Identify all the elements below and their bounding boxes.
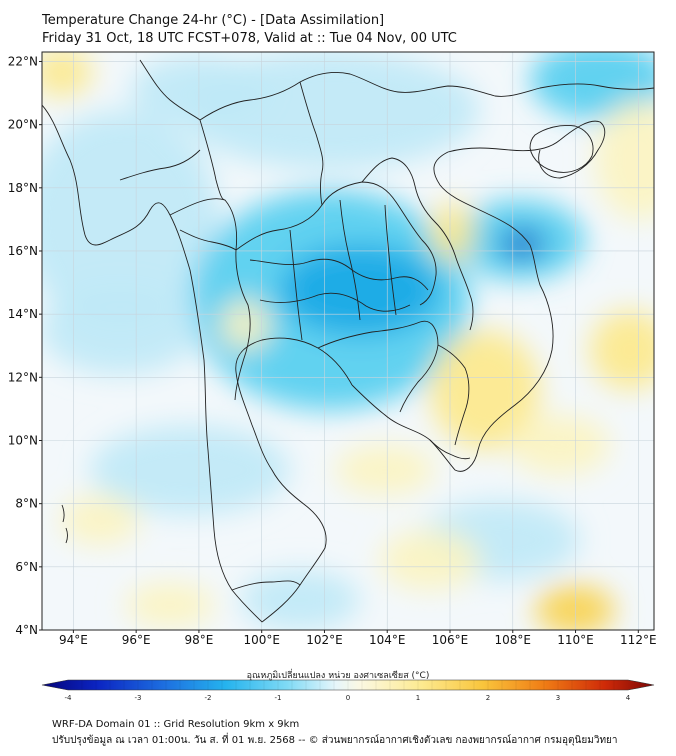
anomaly-blob [595,100,654,220]
colorbar-tick-label: 1 [416,694,420,702]
thai-provinces-3 [289,229,303,341]
coastline-malay-east [235,337,353,623]
colorbar-tick-label: 3 [556,694,560,702]
border-laos-china [299,81,324,206]
anomaly-blob [125,583,215,627]
longitude-label: 104°E [369,633,406,647]
anomaly-blob [500,229,544,259]
longitude-label: 94°E [59,633,88,647]
longitude-label: 112°E [620,633,657,647]
border-laos-vietnam [361,157,474,331]
latitude-labels: 22°N 20°N 18°N 16°N 14°N 12°N 10°N 8°N 6°N 4°N [8,54,42,637]
anomaly-blob [335,445,435,495]
thai-provinces-2 [259,292,411,312]
anomaly-blob [510,415,610,475]
myanmar-internal-1 [119,149,201,181]
colorbar-tick-label: 4 [626,694,631,702]
anomaly-blob [535,585,615,630]
latitude-label: 20°N [8,118,38,132]
anomaly-blob [240,570,360,630]
hainan-island [529,125,594,173]
anomaly-blob [430,202,474,262]
latitude-label: 4°N [15,623,38,637]
anomaly-blob [220,300,270,350]
colorbar-title: อุณหภูมิเปลี่ยนแปลง หน่วย องศาเซลเซียส (… [246,671,430,681]
border-thailand-cambodia [317,320,439,413]
colorbar-tick-label: -2 [205,694,212,702]
latitude-label: 14°N [8,307,38,321]
latitude-label: 12°N [8,370,38,384]
map-subtitle: Friday 31 Oct, 18 UTC FCST+078, Valid at… [42,31,457,46]
latitude-label: 22°N [8,54,38,68]
border-myanmar-thailand [169,198,251,401]
myanmar-internal-2 [179,229,237,251]
latitude-label: 16°N [8,244,38,258]
anomaly-blob [130,55,270,125]
thai-provinces-4 [339,199,361,321]
colorbar-tick-label: -3 [135,694,142,702]
colorbar-tick-label: 0 [346,694,350,702]
longitude-labels: 94°E 96°E 98°E 100°E 102°E 104°E 106°E 108°E 110… [59,630,657,647]
colorbar-tick-label: -4 [65,694,73,702]
anomaly-blob [60,495,140,545]
border-myanmar-china [139,59,226,201]
border-thailand-laos [235,181,437,306]
colorbar: -4 -3 -2 -1 0 1 2 3 4 [41,679,655,702]
map-frame [41,51,655,631]
colorbar-gradient [41,679,655,691]
colorbar-tick-label: -1 [275,694,282,702]
latitude-label: 8°N [15,497,38,511]
border-cambodia-vietnam [437,344,470,446]
coastline-bay-of-bengal [42,104,263,623]
latitude-label: 6°N [15,560,38,574]
latitude-label: 10°N [8,433,38,447]
anomaly-blob [380,530,480,590]
border-china-north [199,71,654,121]
latitude-label: 18°N [8,181,38,195]
anomaly-blob [530,52,654,120]
malaysia-border [231,580,301,591]
anomaly-blob [280,245,440,335]
country-borders [42,59,654,623]
longitude-label: 110°E [557,633,594,647]
coastline-gulf-of-tonkin [538,120,606,179]
anomaly-blob [42,285,200,375]
longitude-label: 106°E [432,633,469,647]
map-title: Temperature Change 24-hr (°C) - [Data As… [42,13,385,28]
colorbar-tick-label: 2 [486,694,490,702]
anomaly-blob [42,52,92,97]
colorbar-ticks: -4 -3 -2 -1 0 1 2 3 4 [65,680,631,702]
longitude-label: 98°E [184,633,213,647]
anomaly-blob [90,425,290,515]
graticule [42,52,654,630]
longitude-label: 102°E [306,633,343,647]
temperature-field [42,52,654,630]
longitude-label: 96°E [122,633,151,647]
footer-credit: ปรับปรุงข้อมูล ณ เวลา 01:00น. วัน ส. ที่… [52,735,618,746]
andaman-islands-1 [61,504,68,544]
footer-model-info: WRF-DA Domain 01 :: Grid Resolution 9km … [52,719,300,730]
anomaly-blob [590,310,654,390]
longitude-label: 108°E [495,633,532,647]
longitude-label: 100°E [243,633,280,647]
thai-provinces-5 [384,204,397,316]
mekong-delta [429,439,471,460]
